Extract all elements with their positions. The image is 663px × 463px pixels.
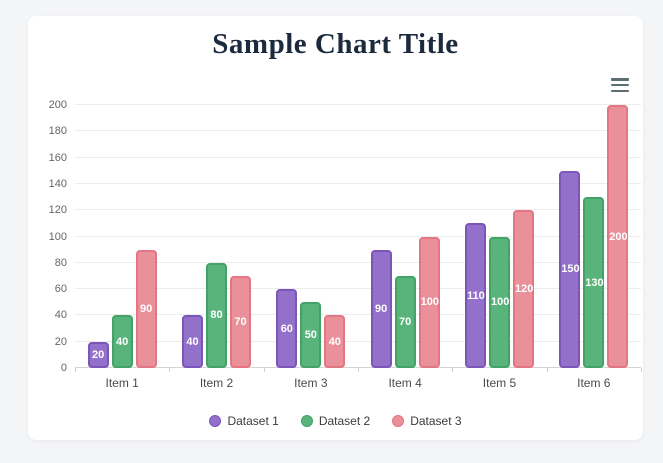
chart-title: Sample Chart Title xyxy=(212,28,459,60)
bar-dataset-2-item-1[interactable]: 40 xyxy=(111,315,133,368)
gridline-y-120 xyxy=(75,209,641,211)
x-axis-tick xyxy=(546,368,548,372)
bar-value-label: 110 xyxy=(466,289,485,302)
y-tick-label-80: 80 xyxy=(54,256,67,269)
bar-dataset-2-item-4[interactable]: 70 xyxy=(394,275,416,368)
hamburger-menu-line xyxy=(611,89,629,92)
gridline-y-180 xyxy=(75,130,641,132)
gridline-y-80 xyxy=(75,261,641,263)
bar-dataset-2-item-5[interactable]: 100 xyxy=(488,236,510,368)
legend-item-dataset-1[interactable]: Dataset 1 xyxy=(209,414,279,428)
y-tick-label-0: 0 xyxy=(60,362,67,374)
legend-label: Dataset 3 xyxy=(410,414,462,428)
bar-dataset-1-item-4[interactable]: 90 xyxy=(370,249,392,368)
gridline-y-100 xyxy=(75,235,641,237)
x-axis-labels: Item 1 Item 2 Item 3 Item 4 Item 5 Item 6 xyxy=(75,376,641,390)
bar-value-label: 80 xyxy=(210,309,223,322)
hamburger-menu-line xyxy=(611,78,629,81)
bar-group-item-5: 110 100 120 xyxy=(452,105,546,368)
bar-dataset-1-item-6[interactable]: 150 xyxy=(559,170,581,368)
x-axis-line xyxy=(75,367,641,368)
x-label-item-5: Item 5 xyxy=(482,376,517,390)
x-axis-tick xyxy=(452,368,454,372)
bar-group-item-4: 90 70 100 xyxy=(358,105,452,368)
x-label-item-4: Item 4 xyxy=(388,376,422,390)
bar-dataset-1-item-5[interactable]: 110 xyxy=(464,223,486,368)
x-label-item-3: Item 3 xyxy=(294,376,328,390)
x-label-item-2: Item 2 xyxy=(199,376,234,390)
bar-dataset-1-item-1[interactable]: 20 xyxy=(87,341,109,368)
legend-item-dataset-3[interactable]: Dataset 3 xyxy=(392,414,462,428)
x-label-item-6: Item 6 xyxy=(577,376,611,390)
bar-value-label: 90 xyxy=(140,302,153,315)
chart-area: 0 20 40 60 80 100 120 140 160 180 200 20 40 90 40 80 70 6… xyxy=(28,16,643,440)
bar-value-label: 90 xyxy=(375,302,388,315)
legend-color-dot xyxy=(300,415,313,427)
bar-dataset-3-item-5[interactable]: 120 xyxy=(512,210,534,368)
y-tick-label-120: 120 xyxy=(48,204,67,217)
gridline-y-20 xyxy=(75,340,641,342)
x-axis-tick xyxy=(263,368,265,372)
y-tick-label-60: 60 xyxy=(54,283,67,296)
bar-value-label: 120 xyxy=(514,283,534,296)
bar-value-label: 200 xyxy=(609,230,628,243)
y-tick-label-180: 180 xyxy=(48,125,67,138)
gridline-y-160 xyxy=(75,156,641,158)
y-tick-label-200: 200 xyxy=(48,99,67,111)
bars-row: 20 40 90 40 80 70 60 50 40 90 70 100 110 100 120 150 130… xyxy=(75,105,641,368)
bar-value-label: 100 xyxy=(420,296,439,309)
legend-label: Dataset 1 xyxy=(227,414,279,428)
hamburger-menu-line xyxy=(611,83,629,87)
bar-value-label: 70 xyxy=(399,315,412,328)
y-tick-label-100: 100 xyxy=(48,230,67,243)
legend-color-dot xyxy=(392,415,405,427)
bar-value-label: 70 xyxy=(234,315,247,328)
bar-dataset-1-item-2[interactable]: 40 xyxy=(181,315,203,368)
bar-value-label: 40 xyxy=(116,335,129,348)
bar-dataset-3-item-3[interactable]: 40 xyxy=(324,315,346,368)
bar-value-label: 150 xyxy=(561,263,580,276)
chart-legend: Dataset 1 Dataset 2 Dataset 3 xyxy=(28,414,643,428)
legend-label: Dataset 2 xyxy=(318,414,371,428)
hamburger-menu-icon[interactable] xyxy=(611,78,629,92)
x-axis-tick xyxy=(75,368,76,372)
plot-area: 0 20 40 60 80 100 120 140 160 180 200 20 40 90 40 80 70 6… xyxy=(49,99,642,374)
bar-value-label: 50 xyxy=(304,329,317,342)
bar-value-label: 100 xyxy=(490,296,510,309)
bar-value-label: 40 xyxy=(328,335,341,348)
chart-card: Sample Chart Title 0 20 40 60 80 100 120 140 160… xyxy=(28,16,643,440)
y-tick-label-160: 160 xyxy=(48,151,67,164)
bar-group-item-6: 150 130 200 xyxy=(547,105,641,368)
x-axis-tick xyxy=(358,368,359,372)
x-label-item-1: Item 1 xyxy=(105,376,139,390)
y-tick-label-40: 40 xyxy=(54,309,67,322)
gridline-y-140 xyxy=(75,182,641,184)
bar-dataset-3-item-2[interactable]: 70 xyxy=(229,275,251,368)
bar-dataset-3-item-6[interactable]: 200 xyxy=(607,105,629,368)
legend-item-dataset-2[interactable]: Dataset 2 xyxy=(300,414,371,428)
bar-group-item-3: 60 50 40 xyxy=(264,105,358,368)
bar-value-label: 20 xyxy=(92,348,105,361)
bar-value-label: 130 xyxy=(585,276,604,289)
bar-dataset-2-item-6[interactable]: 130 xyxy=(583,197,605,368)
bar-value-label: 40 xyxy=(186,335,199,348)
gridline-y-200 xyxy=(75,104,641,105)
bar-dataset-3-item-1[interactable]: 90 xyxy=(135,249,157,368)
legend-color-dot xyxy=(209,415,222,427)
bar-dataset-2-item-2[interactable]: 80 xyxy=(205,262,227,368)
bar-dataset-3-item-4[interactable]: 100 xyxy=(418,236,440,368)
x-axis-tick xyxy=(641,368,642,372)
bar-group-item-2: 40 80 70 xyxy=(169,105,263,368)
bar-group-item-1: 20 40 90 xyxy=(75,105,169,368)
gridline-y-40 xyxy=(75,314,641,316)
y-tick-label-20: 20 xyxy=(54,335,67,348)
x-axis-tick xyxy=(169,368,171,372)
bar-dataset-2-item-3[interactable]: 50 xyxy=(300,302,322,368)
y-tick-label-140: 140 xyxy=(48,177,67,190)
gridline-y-60 xyxy=(75,288,641,290)
bar-dataset-1-item-3[interactable]: 60 xyxy=(276,289,298,368)
bar-value-label: 60 xyxy=(280,322,293,335)
